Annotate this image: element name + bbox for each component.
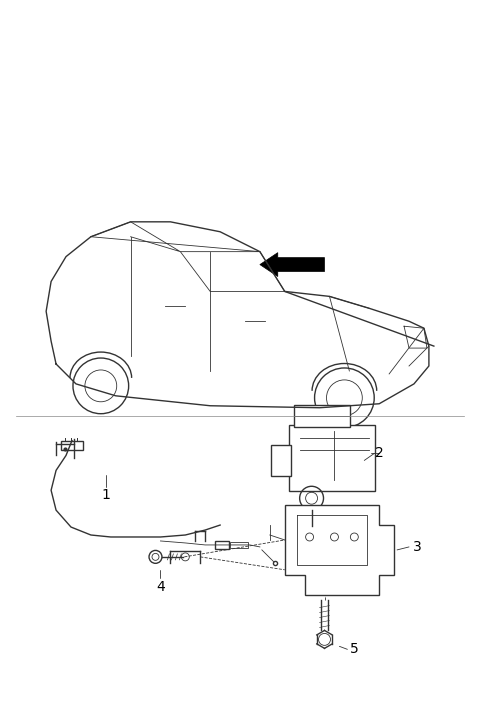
- FancyBboxPatch shape: [288, 425, 375, 492]
- FancyBboxPatch shape: [271, 444, 291, 476]
- FancyBboxPatch shape: [61, 441, 83, 451]
- FancyBboxPatch shape: [215, 541, 229, 549]
- FancyBboxPatch shape: [294, 405, 350, 427]
- Text: 5: 5: [350, 643, 359, 656]
- Text: 2: 2: [375, 446, 384, 460]
- FancyBboxPatch shape: [230, 542, 248, 548]
- Text: 1: 1: [101, 488, 110, 502]
- Text: 3: 3: [413, 540, 421, 554]
- Text: 4: 4: [156, 579, 165, 594]
- Polygon shape: [260, 253, 324, 277]
- Polygon shape: [285, 505, 394, 595]
